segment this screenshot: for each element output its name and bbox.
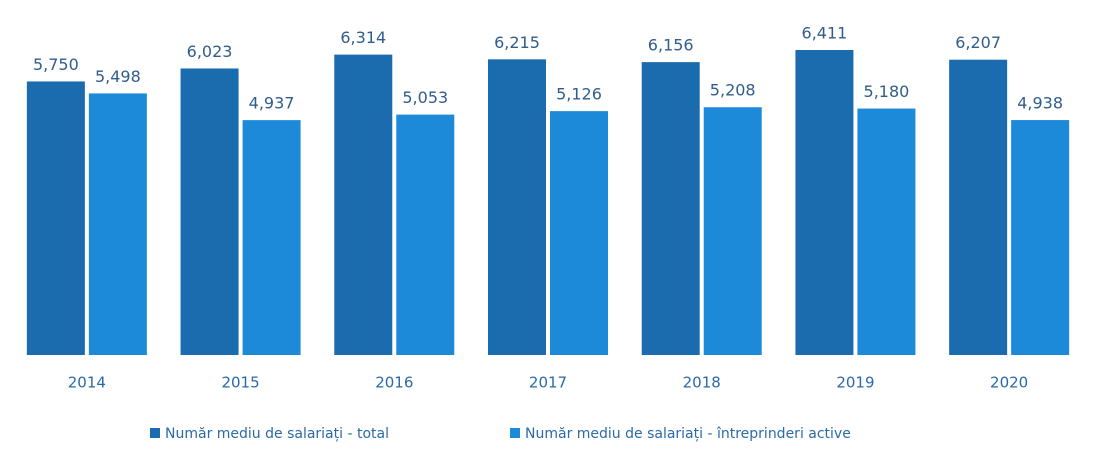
value-label: 5,498 (95, 67, 141, 86)
bar (949, 59, 1008, 355)
x-tick-label: 2020 (990, 374, 1028, 392)
bar (88, 93, 147, 356)
bar (396, 114, 455, 356)
value-label: 6,207 (955, 33, 1001, 52)
bar (334, 54, 393, 356)
value-label: 6,411 (802, 24, 848, 43)
x-tick-label: 2018 (683, 374, 721, 392)
x-tick-label: 2014 (68, 374, 106, 392)
value-label: 5,180 (864, 82, 910, 101)
value-label: 5,126 (556, 85, 602, 104)
value-label: 4,938 (1017, 94, 1063, 113)
bar (641, 62, 700, 355)
value-label: 5,053 (402, 88, 448, 107)
x-tick-label: 2017 (529, 374, 567, 392)
bar (26, 81, 85, 356)
bar (857, 108, 916, 356)
value-label: 6,023 (187, 42, 233, 61)
bar (180, 68, 239, 356)
x-tick-label: 2019 (836, 374, 874, 392)
x-tick-label: 2015 (221, 374, 259, 392)
bar (703, 107, 762, 355)
bar (1011, 120, 1070, 355)
legend-swatch (510, 428, 520, 438)
value-label: 5,208 (710, 81, 756, 100)
x-tick-label: 2016 (375, 374, 413, 392)
bar (488, 59, 546, 356)
legend-label: Număr mediu de salariați - întreprinderi… (525, 426, 851, 442)
value-label: 6,215 (494, 33, 540, 52)
value-label: 4,937 (249, 94, 295, 113)
legend-swatch (150, 428, 160, 438)
value-label: 5,750 (33, 55, 79, 74)
legend-label: Număr mediu de salariați - total (165, 426, 389, 442)
bar (550, 111, 608, 355)
value-label: 6,314 (340, 28, 386, 47)
bar (242, 120, 301, 355)
value-label: 6,156 (648, 36, 694, 55)
bar (795, 50, 854, 355)
